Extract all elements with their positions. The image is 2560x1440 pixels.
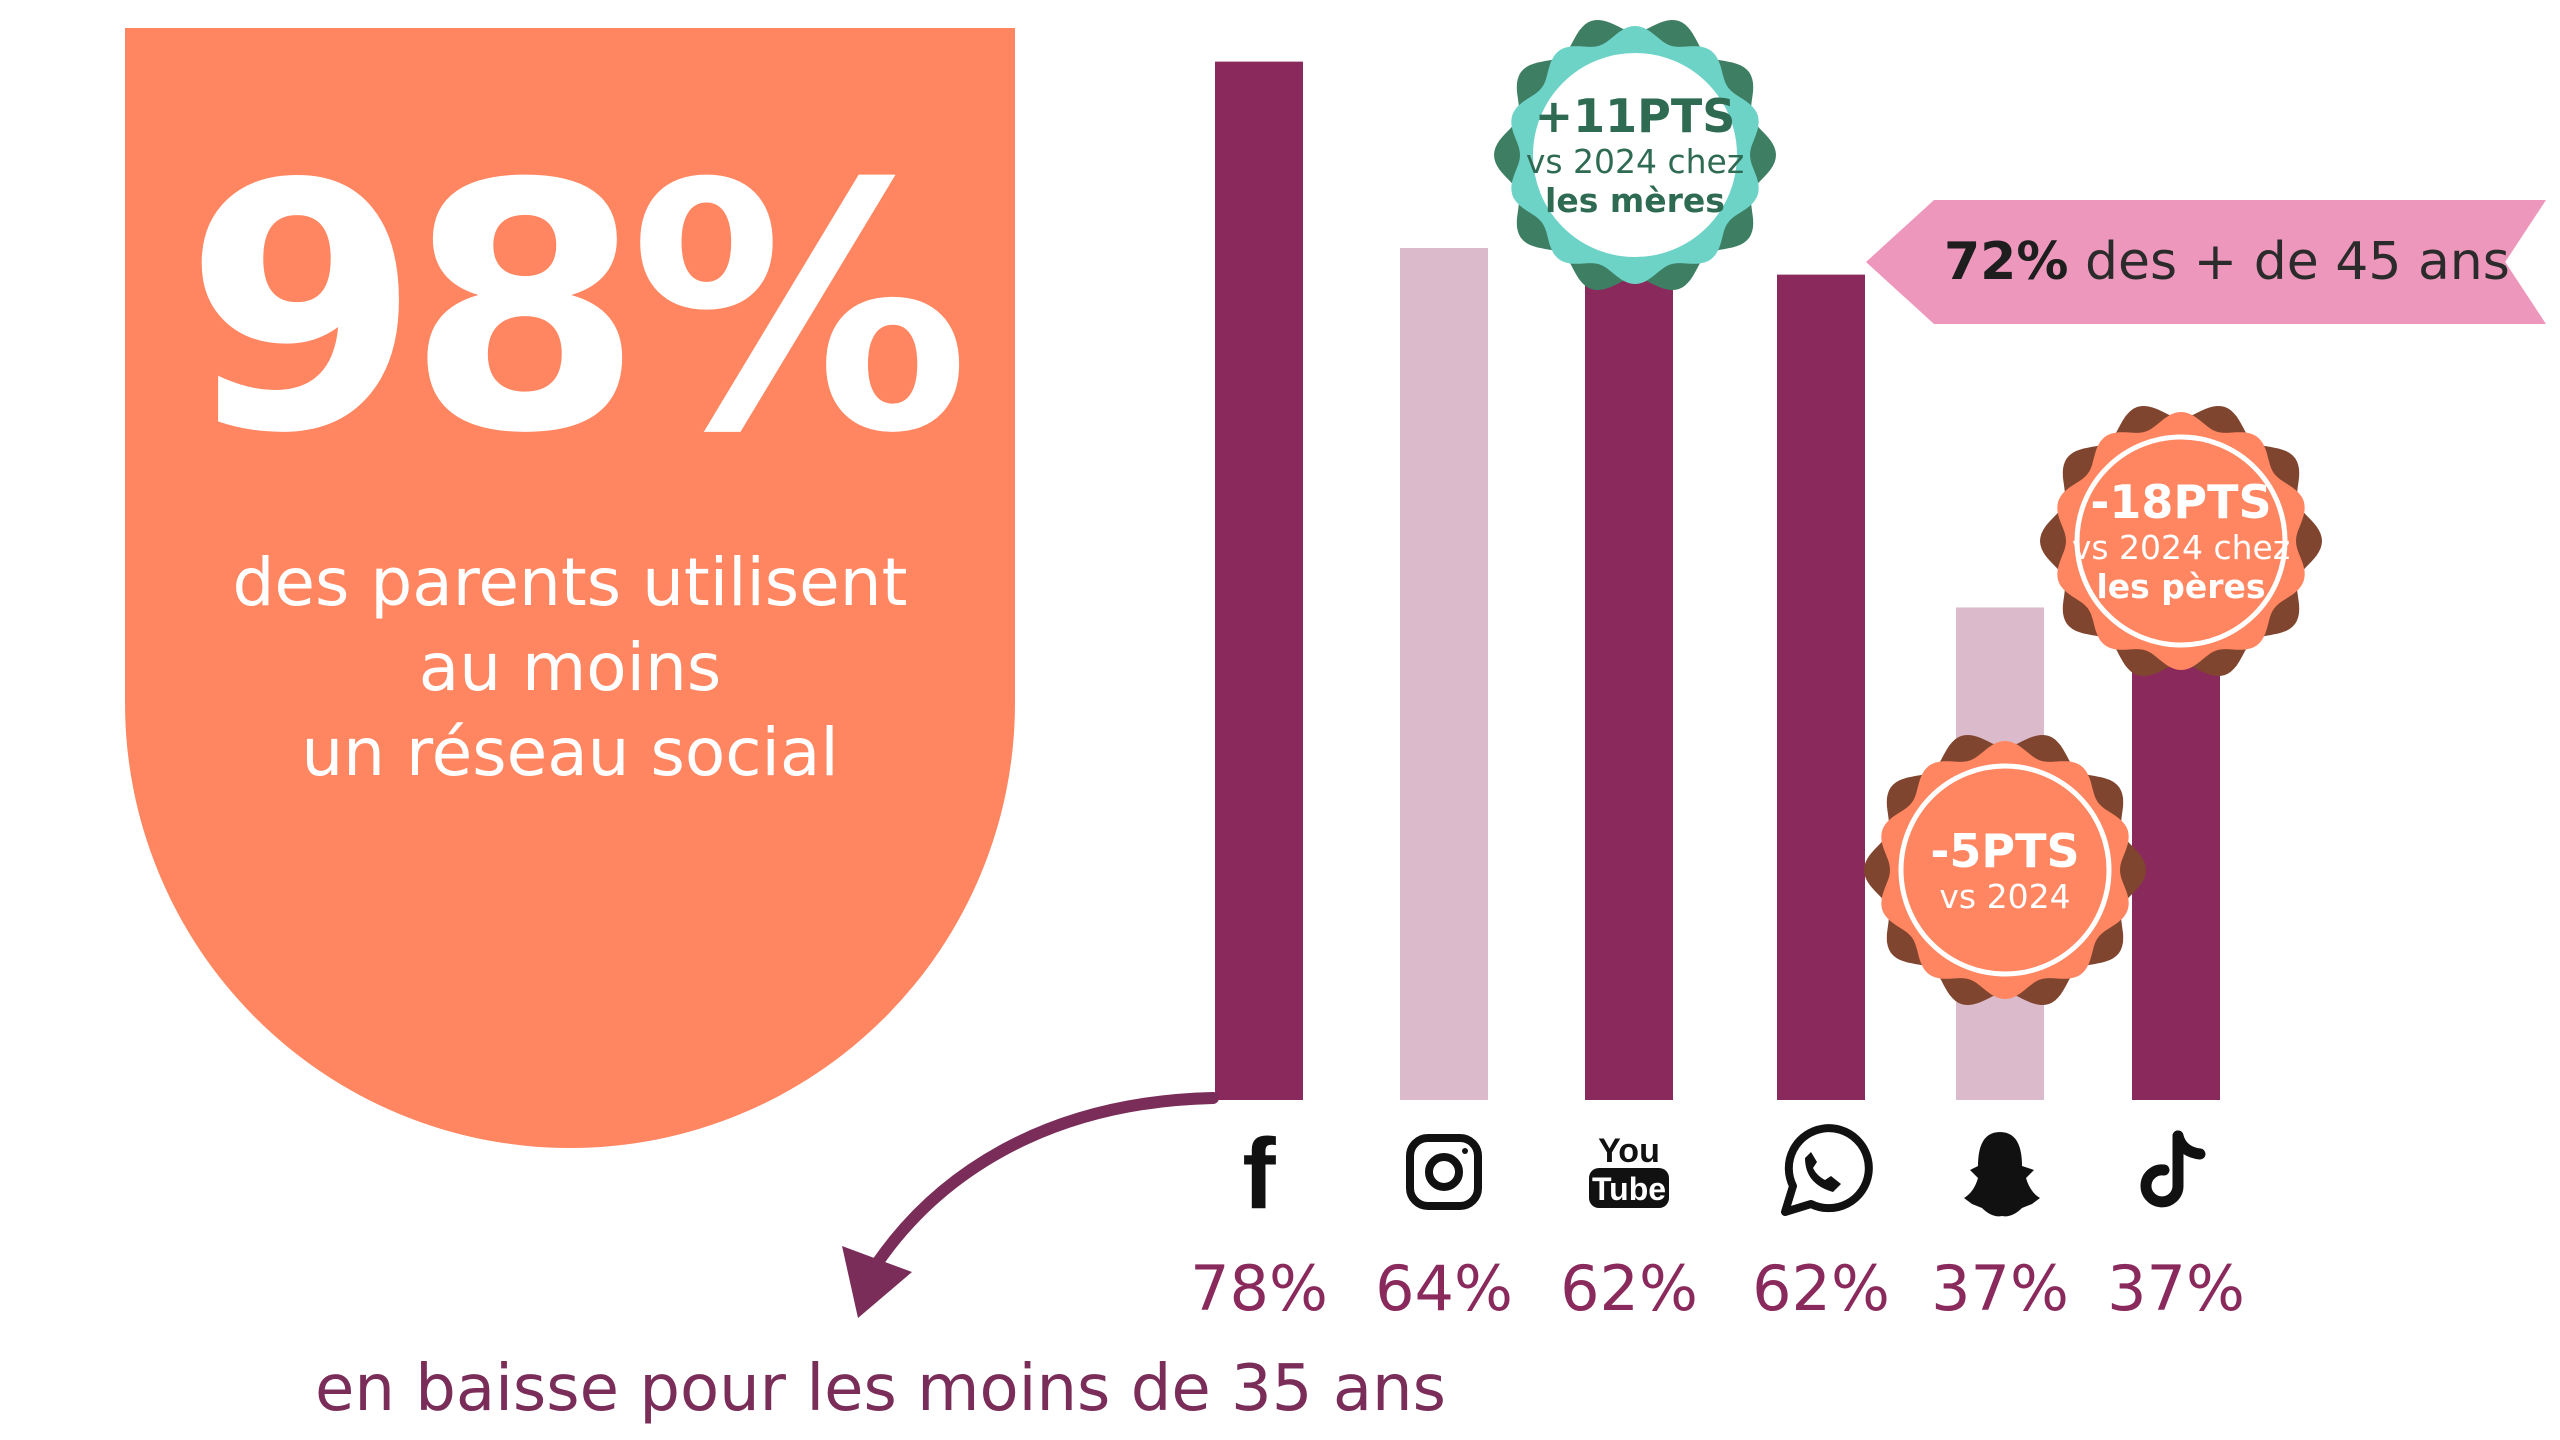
tiktok-badge-sub: vs 2024 chez bbox=[2071, 528, 2291, 567]
snapchat-badge-head: -5PTS bbox=[1930, 824, 2080, 878]
youtube-badge-head: +11PTS bbox=[1534, 89, 1736, 143]
tiktok-badge-shape bbox=[2040, 406, 2322, 676]
facebook-note-arrowhead bbox=[842, 1246, 912, 1318]
facebook-note: en baisse pour les moins de 35 ans bbox=[315, 1352, 1446, 1426]
headline-caption: des parents utilisent au moins un réseau… bbox=[125, 540, 1015, 795]
youtube-you: You bbox=[1598, 1132, 1660, 1170]
youtube-badge-sub2: les mères bbox=[1545, 181, 1725, 220]
ribbon-rest: des + de 45 ans bbox=[2068, 232, 2510, 292]
snapchat-badge-sub: vs 2024 bbox=[1939, 877, 2071, 916]
snapchat-ghost bbox=[1964, 1132, 2040, 1217]
tiktok-badge-head: -18PTS bbox=[2090, 475, 2272, 529]
tiktok-flag bbox=[2172, 1130, 2206, 1160]
bar-youtube bbox=[1585, 274, 1673, 1100]
value-label-whatsapp: 62% bbox=[1752, 1252, 1890, 1325]
badge-tiktok-center bbox=[2074, 434, 2288, 648]
facebook-icon: f bbox=[1242, 1118, 1276, 1230]
badge-snapchat-center bbox=[1898, 763, 2112, 977]
youtube-badge: +11PTS vs 2024 chez les mères bbox=[1490, 10, 1780, 300]
youtube-box bbox=[1589, 1168, 1669, 1208]
value-label-facebook: 78% bbox=[1190, 1252, 1328, 1325]
value-label-youtube: 62% bbox=[1560, 1252, 1698, 1325]
badge-youtube-center bbox=[1529, 49, 1741, 261]
bar-instagram bbox=[1400, 248, 1488, 1100]
headline-stat: 98% bbox=[184, 112, 970, 508]
bar-facebook bbox=[1215, 61, 1303, 1100]
snapchat-badge-shape bbox=[1864, 735, 2146, 1005]
caption-line-3: un réseau social bbox=[301, 714, 839, 791]
headline-shield bbox=[125, 28, 1015, 1148]
whatsapp-ribbon-text: 72% des + de 45 ans bbox=[1944, 200, 2510, 324]
tiktok-badge: -18PTS vs 2024 chez les pères bbox=[2036, 396, 2326, 686]
youtube-tube: Tube bbox=[1592, 1171, 1666, 1207]
value-label-snapchat: 37% bbox=[1931, 1252, 2069, 1325]
snapchat-icon bbox=[1964, 1132, 2040, 1217]
youtube-badge-sub: vs 2024 chez bbox=[1525, 142, 1745, 181]
whatsapp-handset bbox=[1805, 1152, 1841, 1192]
tiktok-badge-sub2: les pères bbox=[2096, 567, 2266, 606]
instagram-lens bbox=[1425, 1153, 1463, 1191]
whatsapp-bubble bbox=[1781, 1124, 1873, 1216]
bar-whatsapp bbox=[1777, 274, 1865, 1100]
bar-tiktok bbox=[2132, 607, 2220, 1100]
instagram-frame bbox=[1406, 1134, 1482, 1210]
instagram-icon bbox=[1406, 1134, 1482, 1210]
value-label-instagram: 64% bbox=[1375, 1252, 1513, 1325]
whatsapp-icon bbox=[1781, 1124, 1873, 1216]
value-label-tiktok: 37% bbox=[2107, 1252, 2245, 1325]
tiktok-icon bbox=[2140, 1130, 2206, 1208]
caption-line-1: des parents utilisent bbox=[232, 544, 908, 621]
instagram-dot bbox=[1462, 1148, 1468, 1154]
youtube-badge-shape bbox=[1494, 20, 1776, 290]
caption-line-2: au moins bbox=[418, 629, 722, 706]
facebook-glyph: f bbox=[1242, 1118, 1276, 1230]
facebook-note-arrow bbox=[872, 1092, 1219, 1268]
snapchat-badge: -5PTS vs 2024 bbox=[1860, 725, 2150, 1015]
ribbon-bold: 72% bbox=[1944, 232, 2069, 292]
tiktok-stem bbox=[2140, 1130, 2184, 1208]
whatsapp-ribbon bbox=[1866, 200, 2546, 324]
